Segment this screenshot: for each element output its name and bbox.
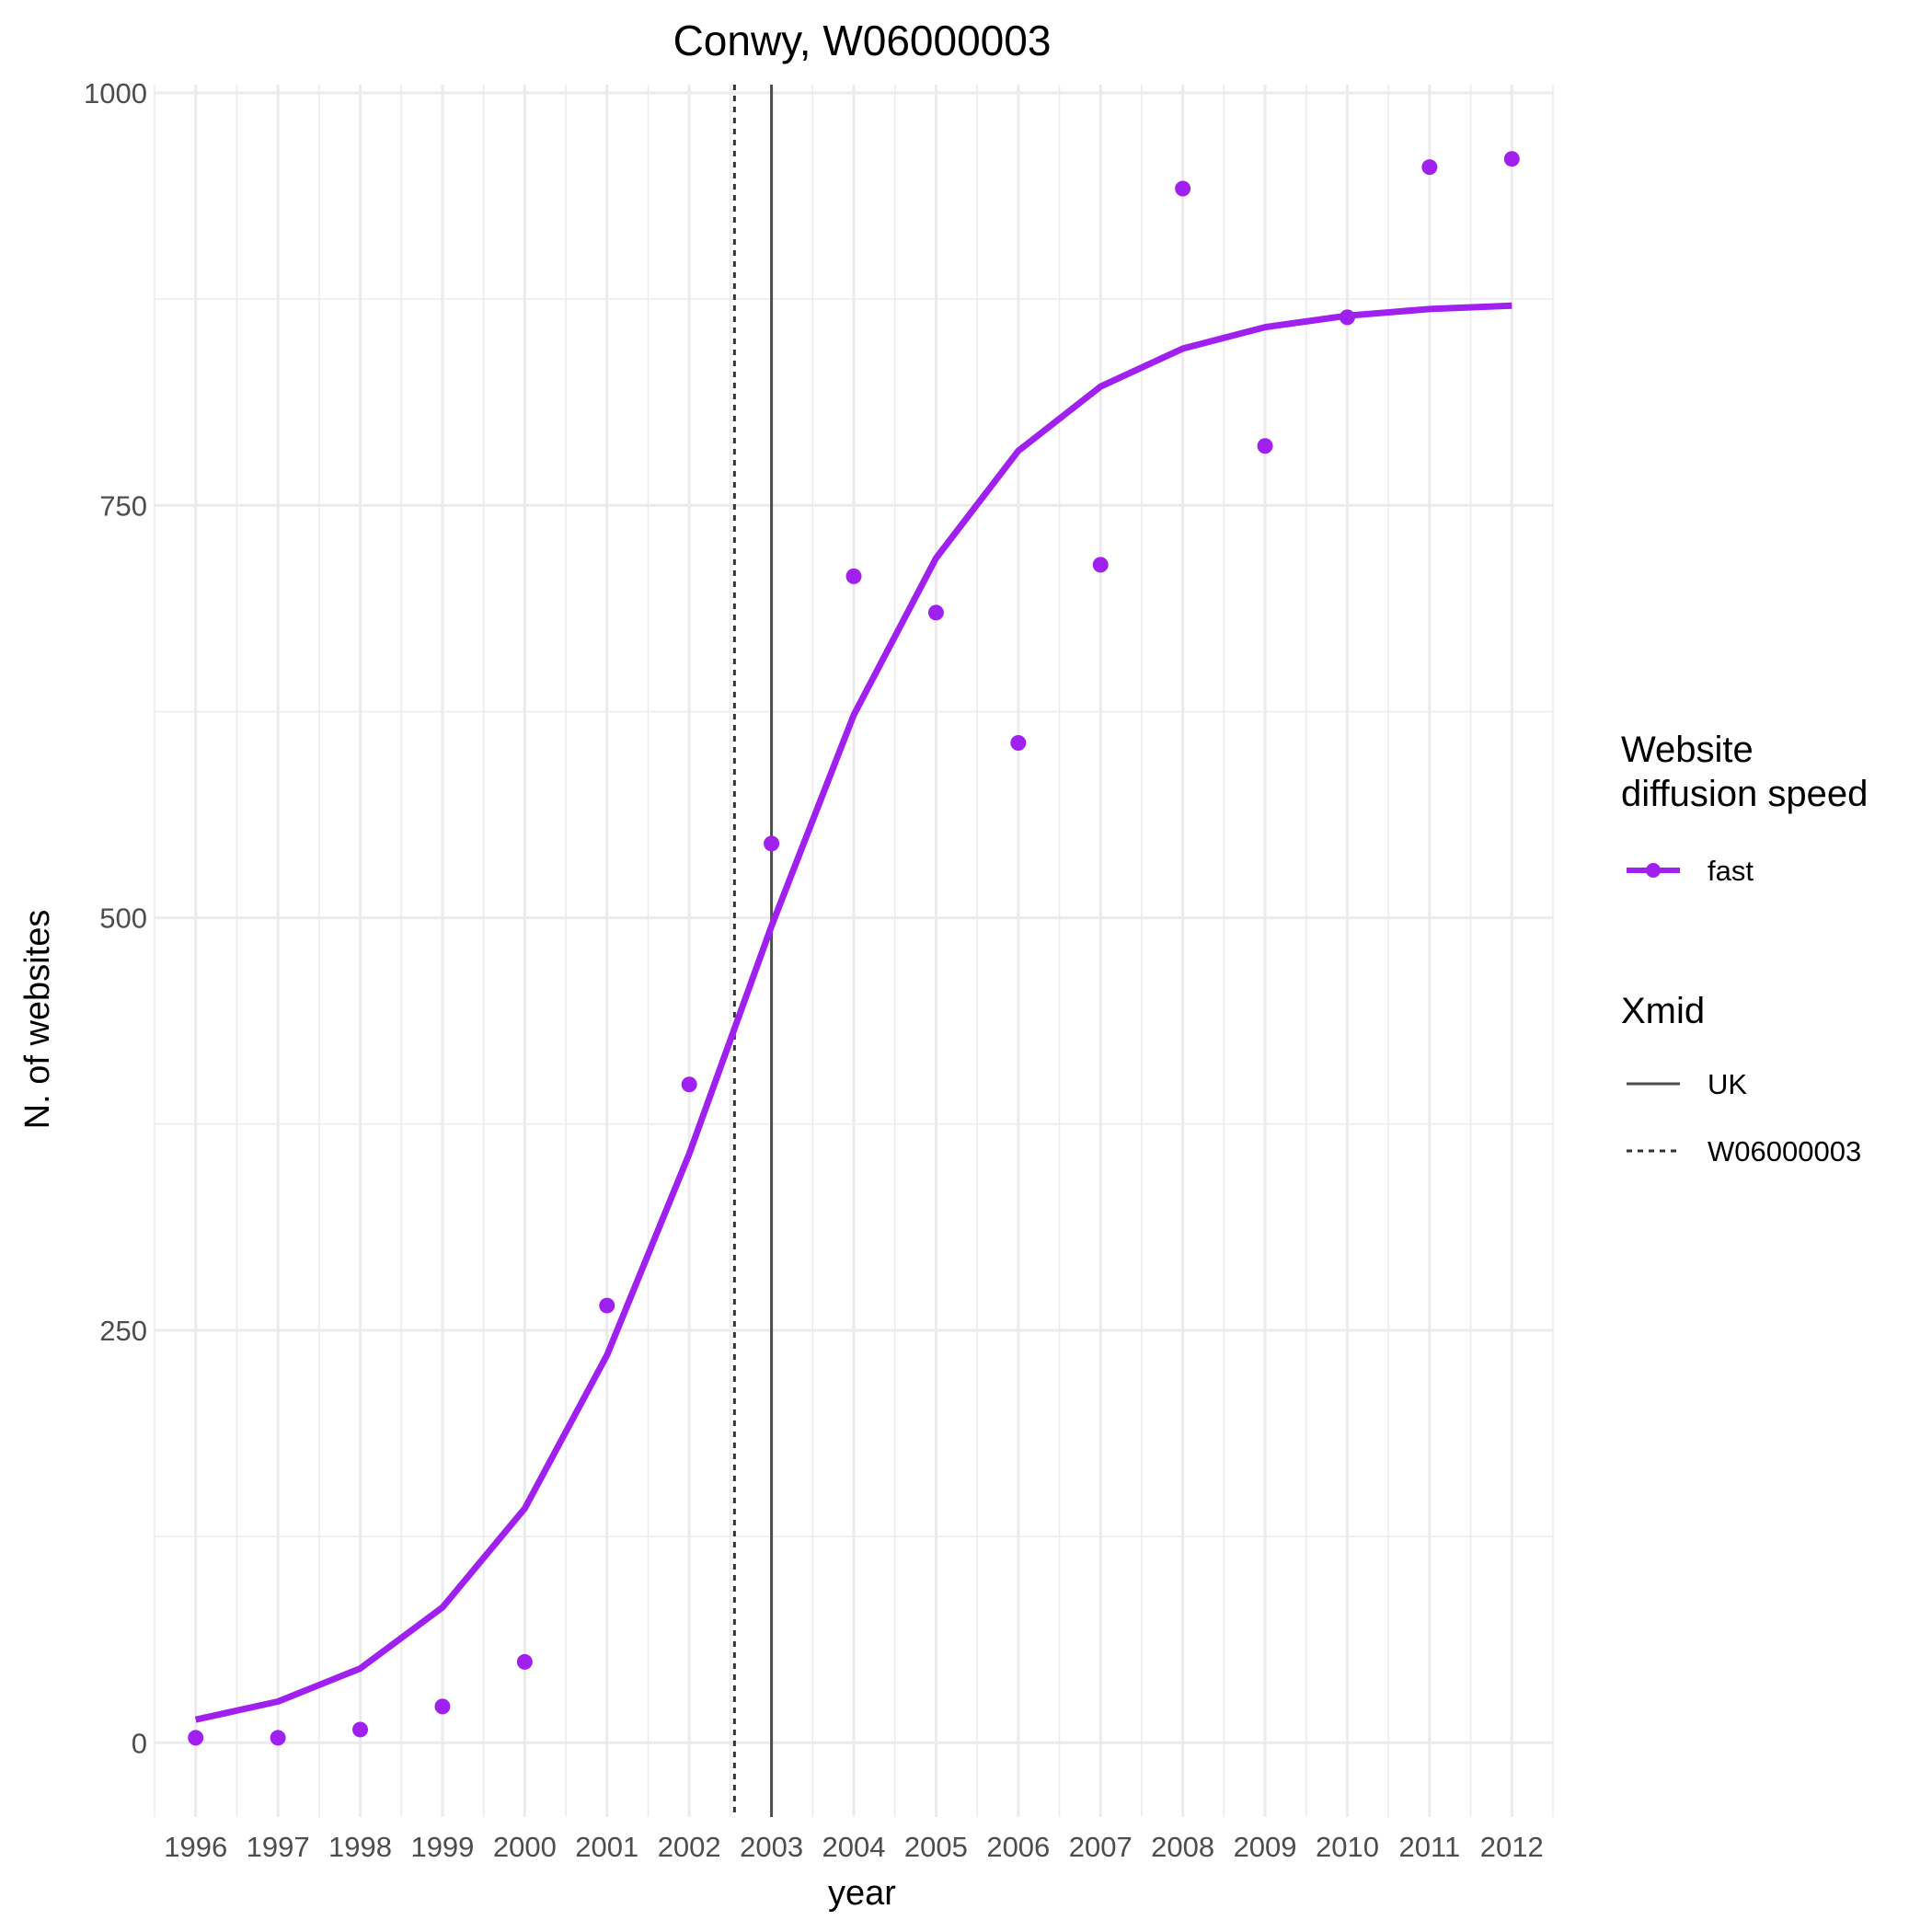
legend-key-fast-point bbox=[1646, 863, 1661, 878]
x-tick-label: 2007 bbox=[1069, 1831, 1133, 1863]
y-tick-label: 250 bbox=[99, 1315, 147, 1347]
data-point bbox=[764, 835, 780, 852]
grid-major bbox=[155, 85, 1553, 1817]
legend-speed-title-line1: Website bbox=[1621, 730, 1754, 770]
data-point bbox=[516, 1653, 533, 1670]
data-point bbox=[1175, 180, 1191, 197]
x-tick-label: 2010 bbox=[1316, 1831, 1379, 1863]
x-axis-ticks: 1996 1997 1998 1999 2000 2001 2002 2003 2004 2005… bbox=[164, 1831, 1544, 1863]
data-point bbox=[1503, 151, 1520, 167]
series-line-fast bbox=[194, 302, 1512, 1723]
legend-xmid-title: Xmid bbox=[1621, 991, 1705, 1031]
x-tick-label: 2009 bbox=[1234, 1831, 1297, 1863]
y-tick-label: 1000 bbox=[84, 77, 147, 109]
legend-label-uk: UK bbox=[1708, 1068, 1747, 1100]
data-point bbox=[1092, 557, 1109, 573]
legend-label-fast: fast bbox=[1708, 855, 1754, 887]
y-tick-label: 750 bbox=[99, 489, 147, 522]
data-point bbox=[1010, 735, 1027, 752]
x-tick-label: 2005 bbox=[904, 1831, 968, 1863]
y-tick-label: 0 bbox=[132, 1727, 147, 1759]
data-point bbox=[845, 568, 862, 584]
x-tick-label: 1998 bbox=[328, 1831, 392, 1863]
data-point bbox=[434, 1698, 451, 1715]
x-tick-label: 1996 bbox=[164, 1831, 227, 1863]
data-point bbox=[599, 1297, 615, 1314]
legend-xmid: Xmid UK W06000003 bbox=[1621, 991, 1861, 1167]
data-point bbox=[1339, 309, 1355, 326]
fitted-curve bbox=[194, 302, 1512, 1723]
x-axis-title: year bbox=[828, 1874, 896, 1913]
x-tick-label: 2000 bbox=[493, 1831, 557, 1863]
x-tick-label: 2004 bbox=[822, 1831, 886, 1863]
reference-lines bbox=[732, 85, 774, 1817]
y-tick-label: 500 bbox=[99, 903, 147, 935]
x-tick-label: 2006 bbox=[986, 1831, 1050, 1863]
legend-speed: Website diffusion speed fast bbox=[1621, 730, 1868, 887]
x-tick-label: 2003 bbox=[740, 1831, 803, 1863]
y-axis-ticks: 0 250 500 750 1000 bbox=[84, 77, 147, 1759]
x-tick-label: 2001 bbox=[575, 1831, 638, 1863]
x-tick-label: 2002 bbox=[658, 1831, 721, 1863]
legend-speed-title-line2: diffusion speed bbox=[1621, 774, 1868, 814]
data-point bbox=[681, 1076, 697, 1093]
y-axis-title: N. of websites bbox=[18, 910, 57, 1130]
chart-title: Conwy, W06000003 bbox=[673, 17, 1052, 64]
x-tick-label: 2011 bbox=[1399, 1831, 1461, 1863]
grid-minor bbox=[154, 85, 1554, 1817]
data-point bbox=[352, 1721, 369, 1738]
x-tick-label: 2008 bbox=[1151, 1831, 1214, 1863]
x-tick-label: 1997 bbox=[247, 1831, 310, 1863]
observed-points bbox=[188, 151, 1520, 1746]
data-point bbox=[270, 1730, 286, 1746]
data-point bbox=[1421, 159, 1438, 176]
x-tick-label: 1999 bbox=[410, 1831, 474, 1863]
data-point bbox=[1257, 438, 1273, 454]
legend-label-w06000003: W06000003 bbox=[1708, 1135, 1861, 1167]
data-point bbox=[927, 604, 944, 621]
x-tick-label: 2012 bbox=[1480, 1831, 1544, 1863]
data-point bbox=[188, 1730, 204, 1746]
